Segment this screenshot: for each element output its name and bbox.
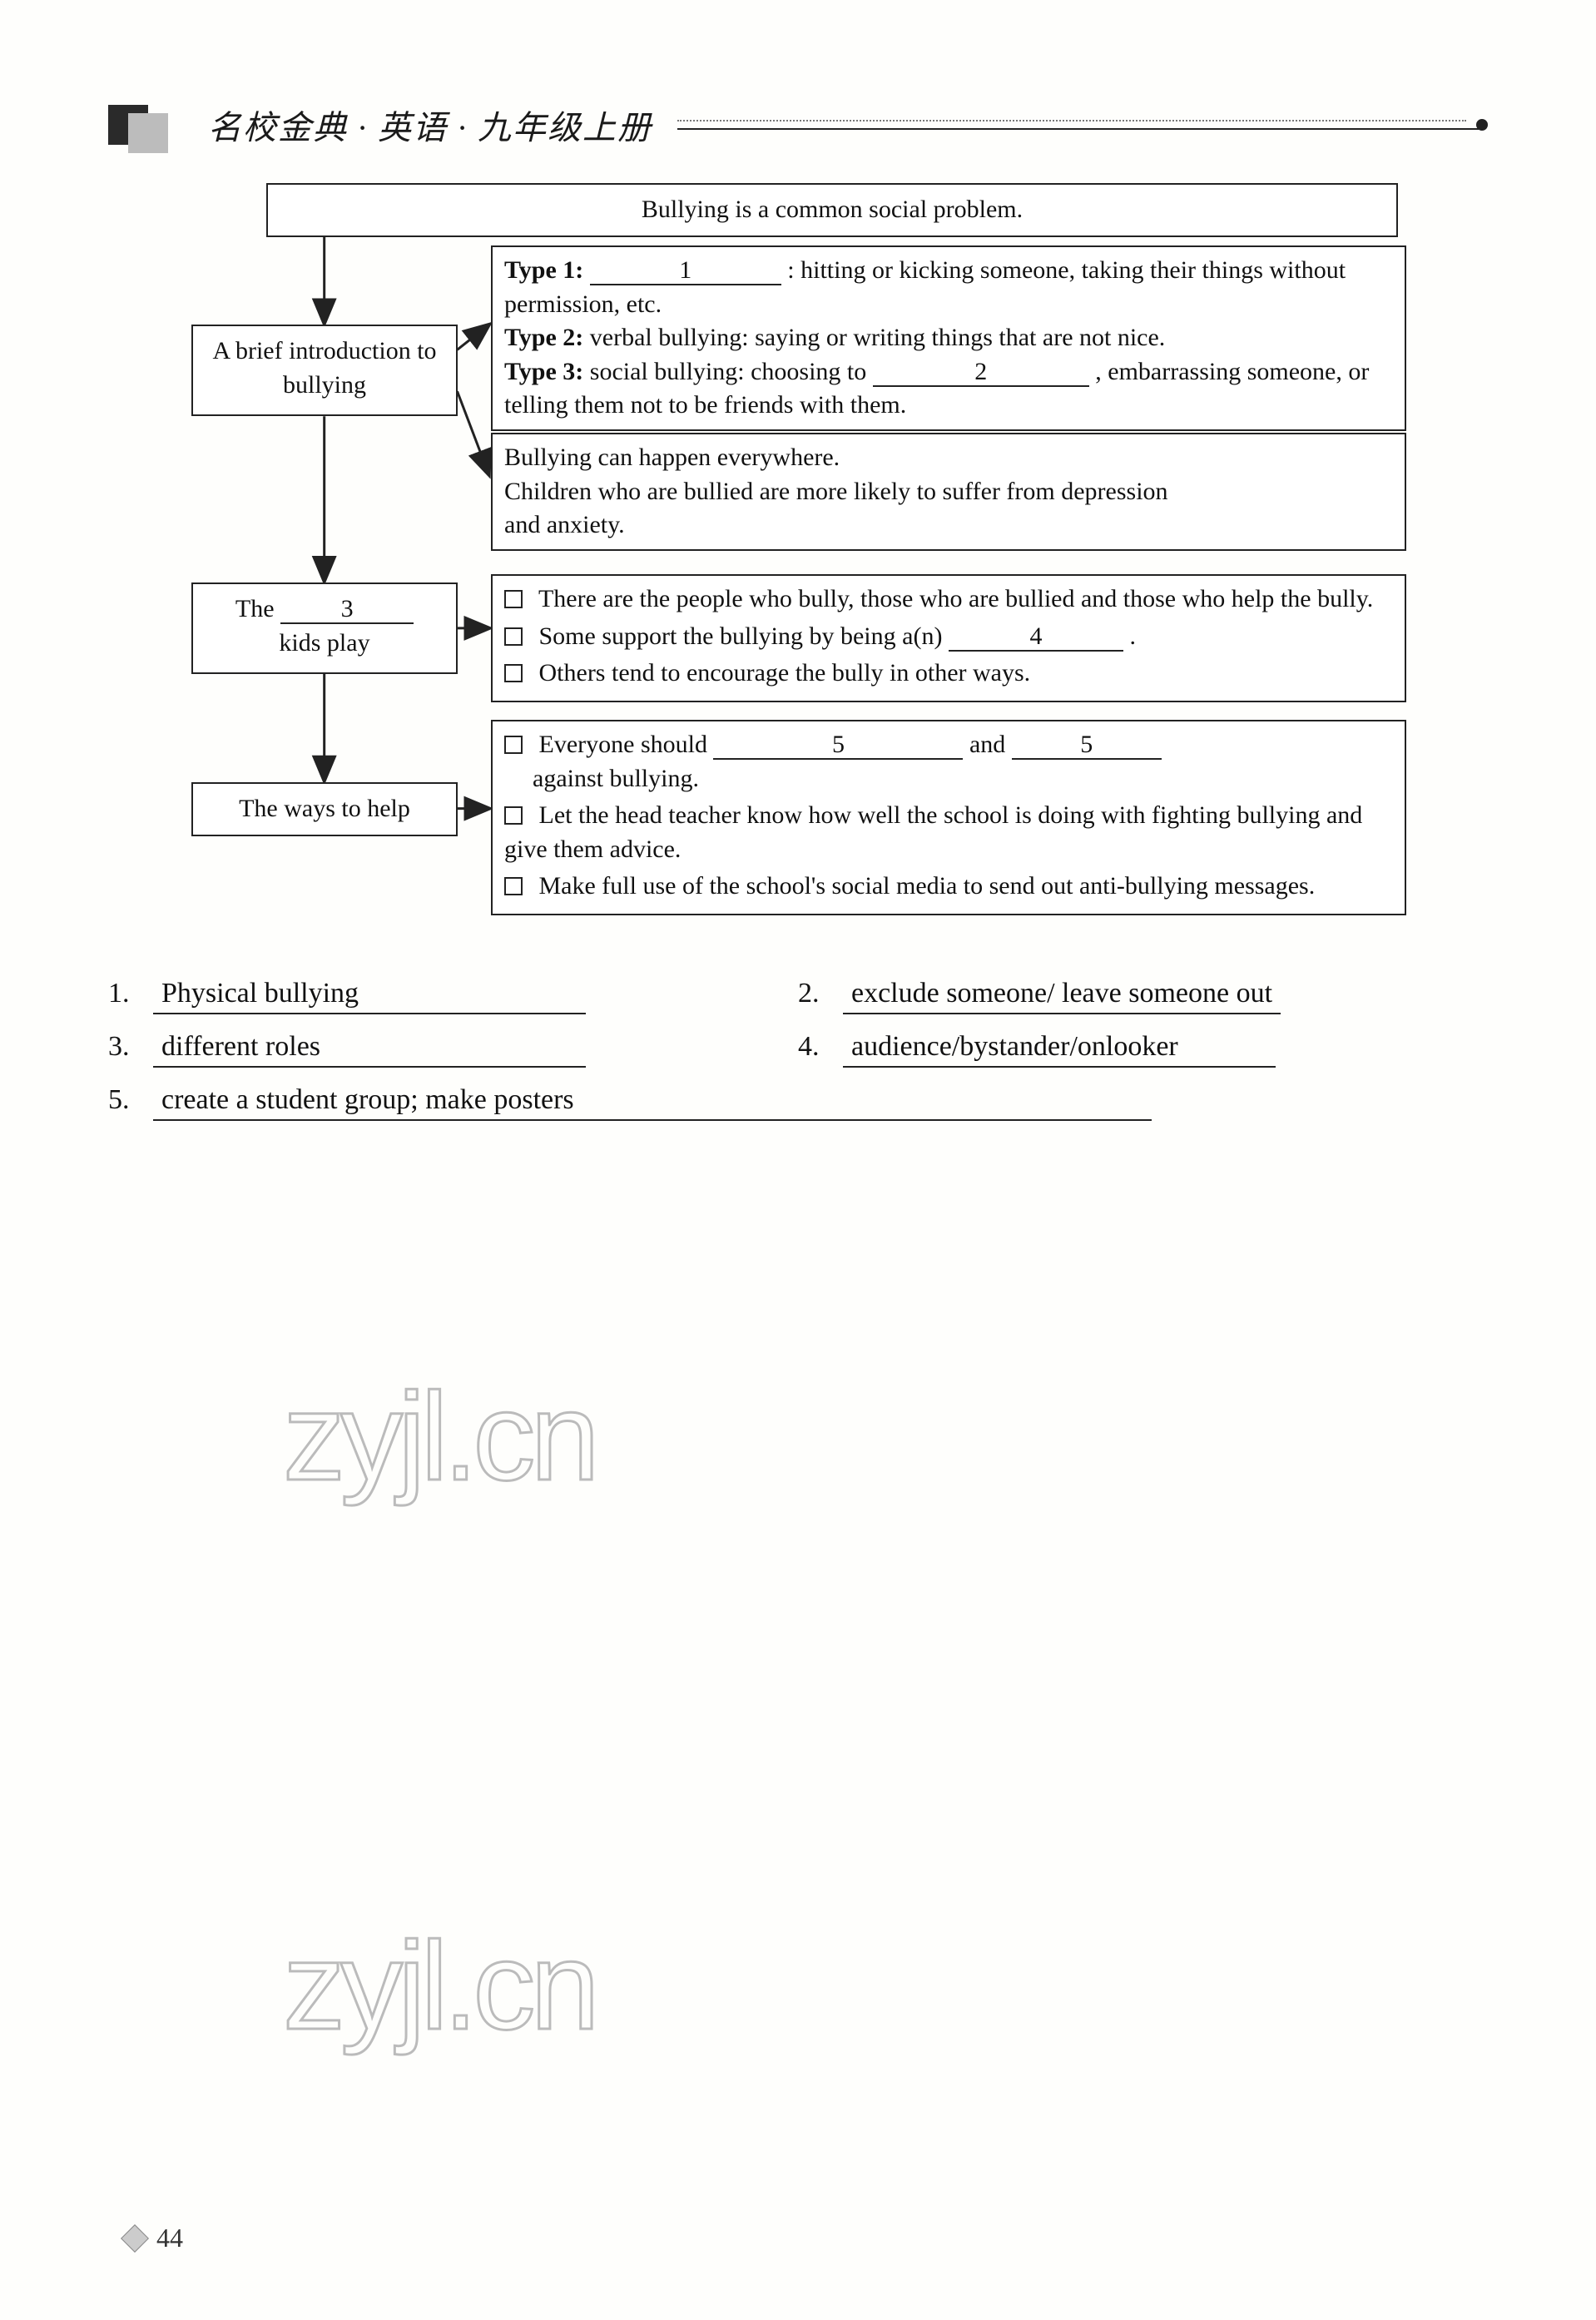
page-header: 名校金典 · 英语 · 九年级上册: [108, 100, 1488, 150]
type2-label: Type 2:: [504, 324, 583, 351]
blank-1: 1: [590, 258, 781, 285]
roles-post: kids play: [279, 629, 369, 657]
types-box: Type 1: 1 : hitting or kicking someone, …: [491, 245, 1406, 431]
ways2-text: Let the head teacher know how well the s…: [504, 801, 1362, 863]
effects-box: Bullying can happen everywhere. Children…: [491, 433, 1406, 551]
answers-block: 1. Physical bullying 2. exclude someone/…: [108, 978, 1488, 1138]
ways1-a: Everyone should: [539, 731, 714, 758]
roles-item1-text: There are the people who bully, those wh…: [538, 585, 1373, 612]
book-title: 名校金典 · 英语 · 九年级上册: [208, 101, 652, 149]
page: 名校金典 · 英语 · 九年级上册 Bullying is a common s…: [0, 0, 1596, 2320]
title-box: Bullying is a common social problem.: [266, 183, 1398, 237]
ans-text-2: exclude someone/ leave someone out: [843, 978, 1281, 1014]
ans-num-5: 5.: [108, 1084, 153, 1116]
answer-row-2: 3. different roles 4. audience/bystander…: [108, 1031, 1488, 1068]
ans-num-3: 3.: [108, 1031, 153, 1063]
intro-box: A brief introduction to bullying: [191, 325, 458, 416]
diamond-icon: [121, 2224, 149, 2253]
type3-label: Type 3:: [504, 358, 583, 385]
type2-text: verbal bullying: saying or writing thing…: [590, 324, 1166, 351]
ans-num-2: 2.: [798, 978, 843, 1009]
ans-text-1: Physical bullying: [153, 978, 586, 1014]
roles-left-box: The 3 kids play: [191, 582, 458, 674]
title-text: Bullying is a common social problem.: [642, 196, 1023, 223]
answer-row-3: 5. create a student group; make posters: [108, 1084, 1488, 1121]
ways-item-3: Make full use of the school's social med…: [504, 870, 1393, 904]
ways-item-1: Everyone should 5 and 5 against bullying…: [504, 728, 1393, 796]
flowchart: Bullying is a common social problem. A b…: [108, 183, 1488, 965]
roles-pre: The: [235, 595, 280, 622]
roles-item-1: There are the people who bully, those wh…: [504, 582, 1393, 617]
type1-line: Type 1: 1 : hitting or kicking someone, …: [504, 254, 1393, 321]
ways-left-text: The ways to help: [239, 795, 410, 822]
roles-item-2: Some support the bullying by being a(n) …: [504, 620, 1393, 654]
roles-item3-text: Others tend to encourage the bully in ot…: [539, 659, 1031, 687]
intro-text: A brief introduction to bullying: [212, 337, 436, 399]
type2-line: Type 2: verbal bullying: saying or writi…: [504, 321, 1393, 355]
ans-text-5: create a student group; make posters: [153, 1084, 1152, 1121]
ans-text-4: audience/bystander/onlooker: [843, 1031, 1276, 1068]
page-number: 44: [125, 2223, 183, 2253]
ways-right-box: Everyone should 5 and 5 against bullying…: [491, 720, 1406, 915]
ways-item-2: Let the head teacher know how well the s…: [504, 799, 1393, 866]
roles-item-3: Others tend to encourage the bully in ot…: [504, 657, 1393, 691]
effects-l3: and anxiety.: [504, 508, 1393, 543]
ways-left-box: The ways to help: [191, 782, 458, 836]
roles-item2-b: .: [1129, 622, 1136, 650]
ans-num-4: 4.: [798, 1031, 843, 1063]
ways1-b: against bullying.: [504, 762, 1393, 796]
type3-text-a: social bullying: choosing to: [590, 358, 873, 385]
roles-right-box: There are the people who bully, those wh…: [491, 574, 1406, 702]
watermark-1: zyjl.cn: [283, 1365, 595, 1509]
type3-line: Type 3: social bullying: choosing to 2 ,…: [504, 355, 1393, 423]
ways3-text: Make full use of the school's social med…: [539, 872, 1316, 900]
ans-num-1: 1.: [108, 978, 153, 1009]
ways1-mid: and: [969, 731, 1012, 758]
watermark-2: zyjl.cn: [283, 1914, 595, 2058]
blank-2: 2: [873, 359, 1089, 387]
page-number-text: 44: [156, 2223, 183, 2253]
effects-l2: Children who are bullied are more likely…: [504, 475, 1393, 509]
roles-item2-a: Some support the bullying by being a(n): [539, 622, 949, 650]
ans-text-3: different roles: [153, 1031, 586, 1068]
blank-4: 4: [949, 624, 1123, 652]
answer-row-1: 1. Physical bullying 2. exclude someone/…: [108, 978, 1488, 1014]
effects-l1: Bullying can happen everywhere.: [504, 441, 1393, 475]
header-glyph-light: [128, 113, 168, 153]
blank-3: 3: [280, 597, 414, 624]
type1-label: Type 1:: [504, 256, 583, 284]
blank-5b: 5: [1012, 732, 1162, 760]
blank-5a: 5: [713, 732, 963, 760]
ways-list: Everyone should 5 and 5 against bullying…: [504, 728, 1393, 904]
roles-list: There are the people who bully, those wh…: [504, 582, 1393, 691]
